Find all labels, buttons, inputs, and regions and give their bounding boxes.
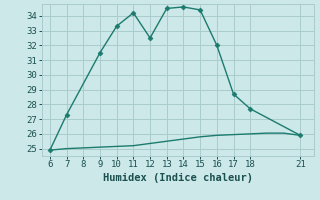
X-axis label: Humidex (Indice chaleur): Humidex (Indice chaleur) [103,173,252,183]
